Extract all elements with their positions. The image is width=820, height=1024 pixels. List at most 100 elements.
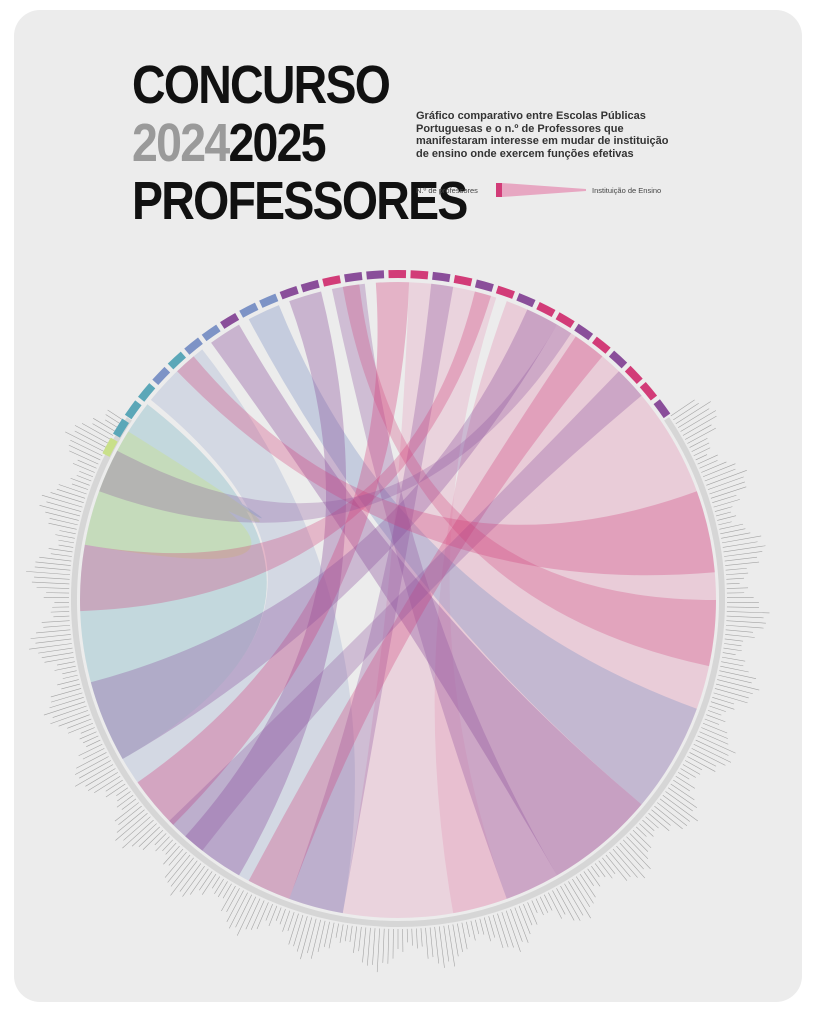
school-label-tick [170,857,194,887]
chord-ribbon [342,284,716,667]
school-label-tick [682,415,717,436]
school-label-tick [678,408,710,428]
school-label-ticks [26,399,770,973]
school-label-tick [642,819,655,831]
school-label-tick [118,805,142,826]
school-label-tick [74,425,109,444]
school-label-tick [250,900,265,930]
school-label-tick [619,842,644,870]
school-label-tick [725,634,755,638]
school-label-tick [94,776,121,794]
school-label-tick [726,606,759,608]
school-label-tick [165,842,177,855]
school-label-tick [46,501,82,512]
school-label-tick [287,912,295,932]
school-label-tick [50,710,89,725]
school-label-tick [115,813,148,841]
school-label-tick [712,494,737,503]
school-label-tick [49,517,78,526]
school-label-tick [636,826,647,837]
school-label-tick [726,582,740,585]
school-label-tick [226,888,240,913]
school-label-tick [39,504,80,517]
school-label-tick [416,928,418,949]
school-label-tick [50,611,70,613]
school-label-tick [726,620,766,624]
school-label-tick [548,892,563,919]
school-label-tick [488,916,496,938]
school-label-tick [710,701,735,710]
school-label-tick [114,802,139,822]
chord-ribbon [331,283,557,899]
school-label-tick [199,871,213,891]
school-label-tick [105,419,118,428]
school-label-tick [452,924,459,957]
institution-arc-segment [388,270,407,279]
school-label-tick [70,477,90,486]
school-label-tick [29,643,72,650]
school-label-tick [268,905,278,927]
institution-arc-segment [555,312,575,329]
school-label-tick [226,890,244,923]
school-label-tick [717,679,760,691]
institution-arc-segment [167,351,187,370]
school-label-tick [673,779,691,792]
school-label-tick [483,917,491,942]
school-label-tick [695,454,708,461]
institution-arc-segment [653,399,671,419]
school-label-tick [138,826,160,847]
school-label-tick [645,816,659,829]
school-label-tick [48,548,73,553]
school-label-tick [245,898,261,930]
school-label-tick [83,735,99,744]
school-label-tick [179,863,202,892]
school-label-tick [680,410,717,432]
school-label-tick [572,878,591,908]
school-label-tick [657,802,688,826]
school-label-tick [72,463,95,473]
school-label-tick [70,439,103,457]
poster-title: CONCURSO 20242025 PROFESSORES [132,58,521,228]
chord-ribbon [169,371,642,851]
school-label-tick [300,917,313,960]
school-label-tick [639,823,654,837]
school-label-tick [279,909,286,925]
institution-arc-segment [410,270,429,280]
school-label-tick [685,424,712,440]
school-label-tick [682,764,701,775]
school-label-tick [236,896,257,936]
school-label-tick [362,927,367,963]
school-label-tick [376,928,380,973]
school-label-tick [673,402,699,421]
school-label-tick [685,760,703,771]
school-label-tick [678,772,690,780]
school-label-tick [560,885,581,921]
school-label-tick [79,760,111,779]
institution-arc-segment [344,272,363,283]
school-label-tick [349,925,353,943]
school-label-tick [568,881,591,919]
school-label-tick [78,743,103,757]
institution-arc-segment [432,271,451,283]
school-label-tick [479,918,485,935]
school-label-tick [328,922,335,949]
chord-ribbon [84,431,260,560]
school-label-tick [722,652,736,655]
school-label-tick [726,615,764,619]
school-label-tick [726,587,749,589]
school-label-tick [81,423,111,440]
school-label-tick [235,894,252,928]
poster-subtitle: Gráfico comparativo entre Escolas Públic… [416,110,669,160]
institution-arc-segment [495,285,515,299]
school-label-tick [353,926,358,953]
chord-ribbon [434,301,716,914]
school-label-tick [583,871,594,887]
school-label-tick [575,876,594,904]
school-label-tick [716,511,732,517]
school-label-tick [116,794,134,808]
school-label-tick [30,634,71,639]
school-label-tick [105,779,123,792]
chord-ribbon [248,336,603,899]
school-label-tick [69,450,99,465]
school-label-tick [35,561,71,566]
